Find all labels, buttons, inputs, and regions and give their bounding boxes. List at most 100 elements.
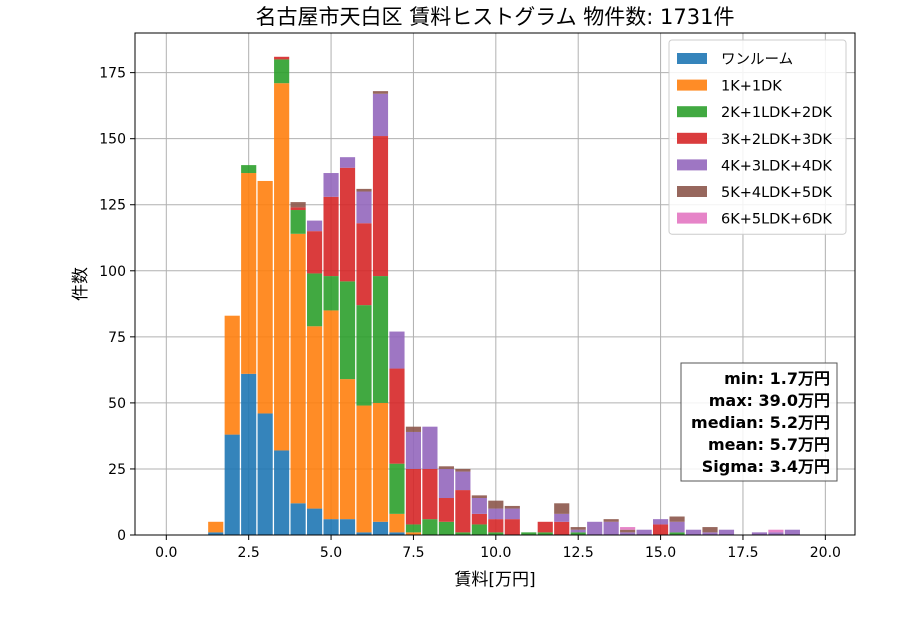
bar-segment	[768, 532, 784, 535]
bar-segment	[241, 165, 257, 174]
bar-segment	[274, 56, 290, 60]
legend-swatch	[677, 212, 707, 224]
bar-segment	[290, 503, 306, 535]
bar-segment	[389, 331, 405, 369]
bar-segment	[422, 468, 438, 520]
y-tick-label: 25	[108, 462, 126, 478]
bar-segment	[356, 188, 372, 192]
stats-max: max: 39.0万円	[709, 391, 830, 410]
bar-segment	[372, 276, 389, 403]
bar-segment	[603, 519, 619, 522]
bar-segment	[554, 521, 570, 535]
bar-segment	[620, 529, 636, 533]
bar-segment	[339, 167, 356, 282]
bar-segment	[274, 83, 290, 451]
bar-segment	[488, 519, 504, 533]
bar-segment	[372, 521, 389, 535]
bar-segment	[438, 468, 454, 499]
bar-segment	[537, 521, 553, 533]
bar-segment	[339, 157, 356, 168]
legend-label: 4K+3LDK+4DK	[721, 158, 832, 174]
bar-segment	[669, 516, 685, 522]
bar-segment	[702, 532, 718, 535]
bar-segment	[224, 315, 240, 435]
bar-segment	[455, 490, 471, 533]
bar-segment	[570, 532, 586, 535]
y-ticks: 0 25 50 75 100 125 150 175	[99, 66, 135, 544]
plot-frame	[134, 32, 856, 536]
bar-segment	[488, 500, 504, 509]
bar-segment	[290, 210, 306, 234]
stats-box-frame	[680, 362, 838, 482]
y-tick-label: 175	[99, 66, 126, 82]
bar-segment	[356, 223, 372, 306]
stats-sigma: Sigma: 3.4万円	[702, 457, 830, 476]
legend-label: 3K+2LDK+3DK	[721, 132, 832, 148]
bar-segment	[241, 173, 257, 374]
bar-segment	[587, 521, 603, 535]
legend-swatch	[677, 53, 707, 64]
bar-segment	[224, 434, 240, 535]
bars	[208, 56, 800, 535]
stats-box: min: 1.7万円 max: 39.0万円 median: 5.2万円 mea…	[680, 362, 838, 482]
x-tick-label: 12.5	[563, 545, 594, 561]
bar-segment	[405, 426, 422, 432]
bar-segment	[241, 373, 257, 535]
y-tick-label: 50	[108, 396, 126, 412]
y-tick-label: 0	[117, 528, 126, 544]
bar-segment	[405, 468, 422, 525]
bar-segment	[389, 513, 405, 533]
bar-segment	[274, 450, 290, 535]
bar-segment	[372, 93, 389, 137]
bar-segment	[784, 529, 800, 535]
x-tick-label: 0.0	[155, 545, 177, 561]
bar-segment	[339, 519, 356, 535]
legend-swatch	[677, 186, 707, 197]
bar-segment	[339, 379, 356, 520]
bar-segment	[208, 532, 224, 535]
legend-label: 5K+4LDK+5DK	[721, 185, 832, 201]
bar-segment	[389, 532, 405, 535]
stats-min: min: 1.7万円	[724, 369, 830, 388]
bar-segment	[455, 471, 471, 491]
x-tick-label: 5.0	[320, 545, 342, 561]
y-tick-label: 100	[99, 264, 126, 280]
bar-segment	[471, 495, 487, 499]
y-tick-label: 125	[99, 198, 126, 214]
bar-segment	[570, 527, 586, 530]
bar-segment	[504, 508, 520, 520]
bar-segment	[570, 529, 586, 533]
y-axis-label: 件数	[71, 267, 91, 301]
bar-segment	[389, 463, 405, 514]
x-ticks: 0.0 2.5 5.0 7.5 10.0 12.5 15.0 17.5 20.0	[155, 535, 841, 561]
bar-segment	[471, 513, 487, 525]
bar-segment	[620, 527, 636, 530]
bar-segment	[603, 521, 619, 535]
bar-segment	[504, 505, 520, 509]
chart-title: 名古屋市天白区 賃料ヒストグラム 物件数: 1731件	[256, 5, 735, 29]
bar-segment	[356, 405, 372, 533]
bar-segment	[372, 91, 389, 94]
legend-swatch	[677, 132, 707, 144]
bar-segment	[290, 202, 306, 208]
x-axis-label: 賃料[万円]	[454, 570, 535, 590]
bar-segment	[653, 524, 669, 535]
bar-segment	[356, 532, 372, 535]
bar-segment	[323, 519, 339, 535]
bar-segment	[669, 521, 685, 533]
bar-segment	[323, 276, 339, 311]
bar-segment	[751, 532, 768, 535]
legend-label: 2K+1LDK+2DK	[721, 105, 832, 121]
bar-segment	[356, 305, 372, 406]
bar-segment	[422, 519, 438, 535]
legend-label: ワンルーム	[721, 52, 793, 68]
bar-segment	[504, 519, 520, 535]
bar-segment	[405, 524, 422, 533]
bar-segment	[488, 508, 504, 520]
x-tick-label: 15.0	[645, 545, 676, 561]
bar-segment	[554, 513, 570, 522]
bar-segment	[455, 532, 471, 535]
bar-segment	[537, 532, 553, 535]
bar-segment	[389, 368, 405, 464]
